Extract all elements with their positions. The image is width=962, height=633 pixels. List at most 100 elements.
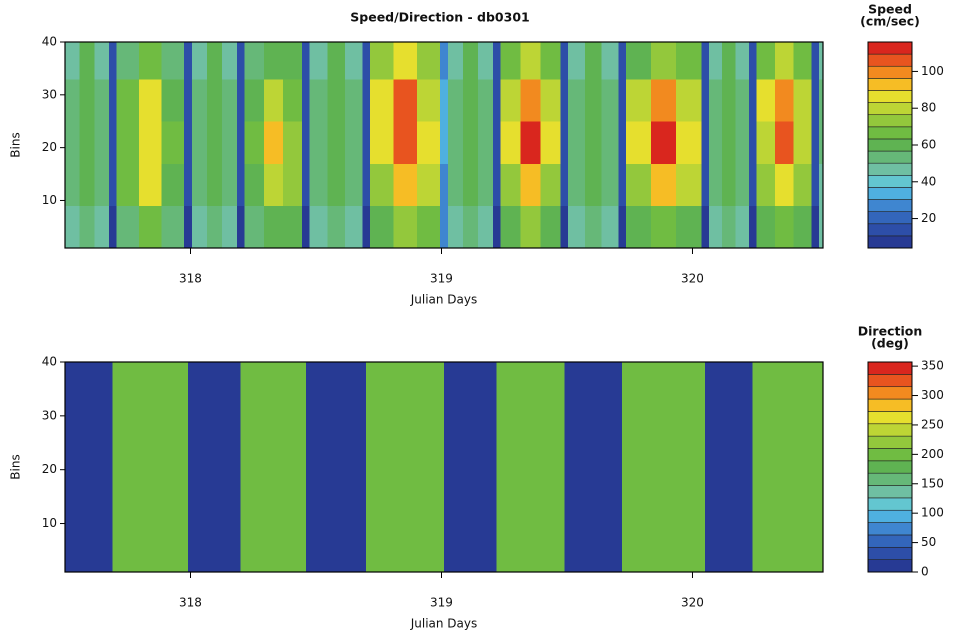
colorbar-step	[867, 199, 913, 212]
heatmap-cell	[282, 205, 303, 249]
heatmap-cell	[79, 78, 95, 122]
heatmap-cell	[585, 121, 603, 164]
colorbar-tick-label: 20	[921, 211, 936, 225]
colorbar-step	[867, 398, 913, 412]
heatmap-cell	[651, 205, 677, 249]
heatmap-cell	[447, 163, 464, 207]
heatmap-cell	[94, 78, 110, 122]
heatmap-cell	[309, 205, 328, 249]
colorbar-tick-label: 150	[921, 476, 944, 490]
heatmap-cell	[676, 205, 702, 249]
y-tick-label: 20	[42, 462, 57, 476]
heatmap-cell	[302, 121, 311, 164]
heatmap-cell	[327, 121, 346, 164]
heatmap-cell	[184, 163, 193, 207]
heatmap-cell	[440, 42, 449, 80]
heatmap-cell	[500, 78, 521, 122]
colorbar-title: (cm/sec)	[860, 14, 920, 29]
heatmap-cell	[568, 78, 586, 122]
colorbar-step	[867, 497, 913, 511]
heatmap-cell	[651, 78, 677, 122]
heatmap-cell	[601, 121, 619, 164]
heatmap-cell	[369, 78, 394, 122]
heatmap-cell	[416, 163, 441, 207]
heatmap-cell	[496, 362, 565, 573]
heatmap-cell	[701, 205, 710, 249]
colorbar-step	[867, 559, 913, 573]
heatmap-cell	[244, 78, 265, 122]
heatmap-cell	[206, 78, 223, 122]
heatmap-cell	[618, 42, 627, 80]
heatmap-cell	[540, 42, 562, 80]
heatmap-cell	[221, 121, 238, 164]
heatmap-cell	[793, 121, 813, 164]
heatmap-cell	[108, 42, 117, 80]
heatmap-cell	[116, 78, 140, 122]
colorbar-frame	[867, 361, 913, 573]
heatmap-cell	[708, 78, 723, 122]
colorbar-step	[867, 138, 913, 152]
heatmap-cell	[65, 205, 80, 249]
heatmap-cell	[568, 121, 586, 164]
heatmap-cell	[585, 163, 603, 207]
heatmap-cell	[244, 163, 265, 207]
heatmap-cell	[520, 42, 542, 80]
heatmap-cell	[585, 42, 603, 80]
heatmap-cell	[756, 205, 776, 249]
colorbar-tick-label: 350	[921, 359, 944, 373]
y-tick-label: 30	[42, 87, 57, 101]
heatmap-cell	[477, 163, 494, 207]
heatmap-cell	[184, 121, 193, 164]
heatmap-cell	[560, 78, 569, 122]
heatmap-cell	[540, 205, 562, 249]
colorbar-tick-label: 200	[921, 447, 944, 461]
heatmap-cell	[540, 121, 562, 164]
heatmap-cell	[492, 205, 501, 249]
heatmap-cell	[344, 121, 363, 164]
colorbar-step	[867, 187, 913, 200]
heatmap-cell	[601, 205, 619, 249]
heatmap-cell	[748, 42, 757, 80]
heatmap-cell	[369, 163, 394, 207]
heatmap-cell	[362, 121, 371, 164]
colorbar-step	[867, 235, 913, 249]
heatmap-cell	[477, 42, 494, 80]
heatmap-cell	[309, 121, 328, 164]
heatmap-cell	[108, 163, 117, 207]
x-tick-label: 320	[681, 272, 704, 286]
heatmap-cell	[540, 163, 562, 207]
heatmap-cell	[65, 362, 114, 573]
heatmap-cell	[327, 78, 346, 122]
heatmap-cell	[492, 121, 501, 164]
heatmap-cell	[701, 121, 710, 164]
heatmap-cell	[601, 42, 619, 80]
heatmap-cell	[244, 42, 265, 80]
heatmap-cell	[708, 121, 723, 164]
heatmap-cell	[748, 205, 757, 249]
heatmap-cell	[440, 121, 449, 164]
colorbar-title: (deg)	[871, 336, 909, 351]
heatmap-cell	[560, 163, 569, 207]
heatmap-cell	[756, 163, 776, 207]
heatmap-cell	[393, 205, 418, 249]
heatmap-cell	[94, 121, 110, 164]
heatmap-cell	[500, 163, 521, 207]
y-tick-label: 20	[42, 140, 57, 154]
colorbar-step	[867, 150, 913, 164]
heatmap-cell	[327, 42, 346, 80]
heatmap-cell	[282, 121, 303, 164]
heatmap-cell	[108, 205, 117, 249]
colorbar-step	[867, 472, 913, 486]
heatmap-cell	[477, 205, 494, 249]
colorbar-step	[867, 78, 913, 91]
heatmap-cell	[756, 78, 776, 122]
heatmap-cell	[819, 163, 824, 207]
colorbar-step	[867, 53, 913, 67]
heatmap-cell	[440, 205, 449, 249]
heatmap-cell	[191, 42, 208, 80]
heatmap-cell	[236, 42, 245, 80]
heatmap-cell	[302, 163, 311, 207]
heatmap-cell	[748, 78, 757, 122]
heatmap-cell	[477, 121, 494, 164]
heatmap-cell	[735, 121, 750, 164]
